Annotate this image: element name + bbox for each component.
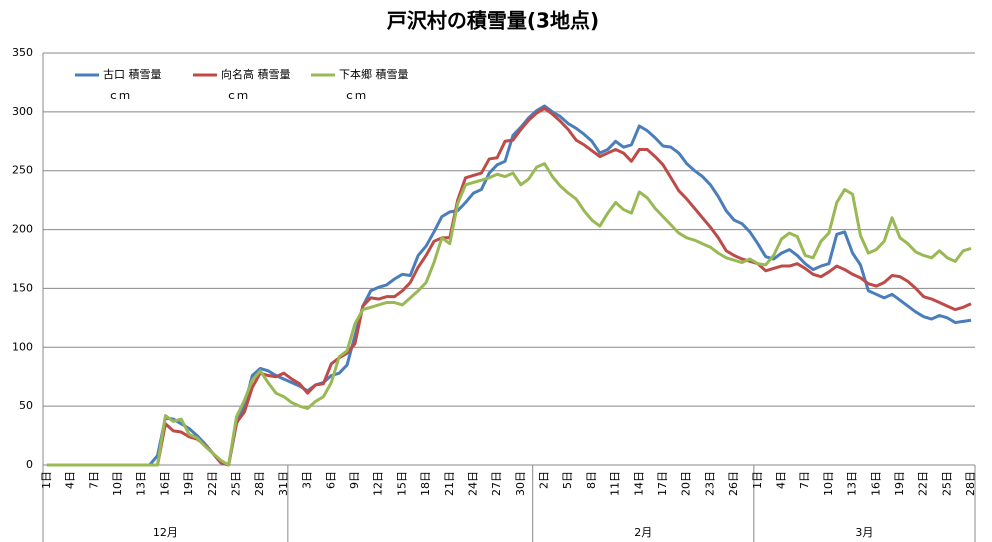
x-tick-label: 6日 [324, 471, 337, 489]
legend-label: 向名高 積雪量 [221, 67, 291, 81]
x-tick-label: 7日 [798, 471, 811, 489]
legend-unit: ｃｍ [226, 89, 248, 102]
x-tick-label: 19日 [893, 471, 906, 496]
x-group-label: 3月 [855, 526, 873, 539]
x-tick-label: 11日 [609, 471, 622, 496]
x-tick-label: 13日 [846, 471, 859, 496]
legend-unit: ｃｍ [108, 89, 130, 102]
x-tick-label: 4日 [64, 471, 77, 489]
y-tick-label: 0 [26, 458, 33, 471]
series-line [46, 106, 972, 467]
x-tick-label: 3日 [301, 471, 314, 489]
y-tick-label: 50 [19, 399, 33, 412]
y-tick-label: 150 [12, 281, 33, 294]
x-tick-label: 19日 [182, 471, 195, 496]
series-line [46, 162, 972, 467]
x-tick-label: 25日 [940, 471, 953, 496]
legend-label: 下本郷 積雪量 [339, 67, 409, 81]
x-tick-label: 23日 [703, 471, 716, 496]
x-tick-label: 8日 [585, 471, 598, 489]
x-tick-label: 15日 [395, 471, 408, 496]
y-tick-label: 200 [12, 223, 33, 236]
x-tick-label: 2日 [538, 471, 551, 489]
x-tick-label: 28日 [253, 471, 266, 496]
x-group-label: 12月 [153, 526, 178, 539]
x-tick-label: 24日 [466, 471, 479, 496]
y-tick-label: 100 [12, 340, 33, 353]
series-line [46, 104, 972, 467]
x-tick-label: 16日 [158, 471, 171, 496]
x-tick-label: 14日 [632, 471, 645, 496]
x-tick-label: 20日 [680, 471, 693, 496]
x-tick-label: 10日 [822, 471, 835, 496]
x-tick-label: 18日 [419, 471, 432, 496]
x-tick-label: 7日 [87, 471, 100, 489]
x-tick-label: 21日 [443, 471, 456, 496]
x-tick-label: 10日 [111, 471, 124, 496]
y-tick-label: 300 [12, 105, 33, 118]
x-tick-label: 12日 [372, 471, 385, 496]
x-tick-label: 27日 [490, 471, 503, 496]
x-tick-label: 1日 [40, 471, 53, 489]
x-tick-label: 22日 [206, 471, 219, 496]
x-group-label: 2月 [634, 526, 652, 539]
y-tick-label: 350 [12, 46, 33, 59]
x-tick-label: 16日 [869, 471, 882, 496]
x-tick-label: 4日 [774, 471, 787, 489]
x-tick-label: 31日 [277, 471, 290, 496]
chart-title: 戸沢村の積雪量(3地点) [387, 9, 599, 33]
x-tick-label: 25日 [230, 471, 243, 496]
x-tick-label: 17日 [656, 471, 669, 496]
legend-unit: ｃｍ [344, 89, 366, 102]
x-tick-label: 30日 [514, 471, 527, 496]
x-tick-label: 1日 [751, 471, 764, 489]
y-tick-label: 250 [12, 164, 33, 177]
x-tick-label: 22日 [917, 471, 930, 496]
legend-label: 古口 積雪量 [103, 67, 162, 81]
x-tick-label: 13日 [135, 471, 148, 496]
x-tick-label: 26日 [727, 471, 740, 496]
x-tick-label: 28日 [964, 471, 977, 496]
x-tick-label: 5日 [561, 471, 574, 489]
x-tick-label: 9日 [348, 471, 361, 489]
